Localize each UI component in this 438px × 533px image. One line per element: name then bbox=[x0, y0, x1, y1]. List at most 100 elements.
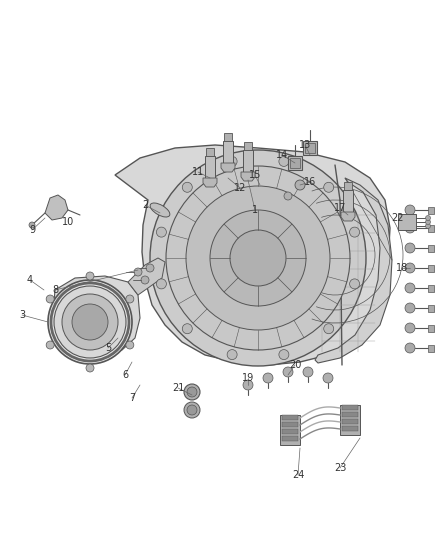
Circle shape bbox=[62, 294, 118, 350]
Bar bbox=[428, 285, 434, 292]
Circle shape bbox=[243, 380, 253, 390]
Circle shape bbox=[210, 210, 306, 306]
Text: 15: 15 bbox=[249, 170, 261, 180]
Circle shape bbox=[405, 243, 415, 253]
Circle shape bbox=[146, 264, 154, 272]
Circle shape bbox=[425, 215, 431, 221]
Bar bbox=[344, 182, 352, 190]
Circle shape bbox=[405, 223, 415, 233]
Bar bbox=[290, 158, 300, 168]
Circle shape bbox=[184, 384, 200, 400]
Circle shape bbox=[405, 283, 415, 293]
Bar bbox=[224, 133, 232, 141]
Circle shape bbox=[350, 227, 360, 237]
Circle shape bbox=[425, 220, 431, 224]
Circle shape bbox=[54, 286, 126, 358]
Bar bbox=[305, 143, 315, 153]
Circle shape bbox=[86, 364, 94, 372]
Bar bbox=[428, 245, 434, 252]
Text: 3: 3 bbox=[19, 310, 25, 320]
Circle shape bbox=[187, 405, 197, 415]
Text: 19: 19 bbox=[242, 373, 254, 383]
Circle shape bbox=[46, 341, 54, 349]
Circle shape bbox=[184, 402, 200, 418]
Bar bbox=[428, 224, 434, 231]
Text: 17: 17 bbox=[334, 203, 346, 213]
Text: 1: 1 bbox=[252, 205, 258, 215]
Circle shape bbox=[230, 230, 286, 286]
Bar bbox=[205, 156, 215, 178]
Text: 2: 2 bbox=[142, 200, 148, 210]
Text: 4: 4 bbox=[27, 275, 33, 285]
Bar bbox=[343, 190, 353, 212]
Circle shape bbox=[126, 341, 134, 349]
Bar bbox=[282, 422, 298, 427]
Bar bbox=[288, 156, 302, 170]
Circle shape bbox=[48, 280, 132, 364]
Ellipse shape bbox=[150, 203, 170, 217]
Bar bbox=[244, 142, 252, 150]
Bar bbox=[428, 264, 434, 271]
Circle shape bbox=[227, 350, 237, 360]
Polygon shape bbox=[52, 276, 140, 356]
Bar bbox=[428, 206, 434, 214]
Text: 9: 9 bbox=[29, 225, 35, 235]
Text: 13: 13 bbox=[299, 140, 311, 150]
Text: 24: 24 bbox=[292, 470, 304, 480]
Circle shape bbox=[324, 182, 334, 192]
Bar bbox=[282, 429, 298, 434]
Text: 23: 23 bbox=[334, 463, 346, 473]
Text: 6: 6 bbox=[122, 370, 128, 380]
Text: 16: 16 bbox=[304, 177, 316, 187]
Circle shape bbox=[86, 272, 94, 280]
Circle shape bbox=[323, 373, 333, 383]
Text: 20: 20 bbox=[289, 360, 301, 370]
Circle shape bbox=[405, 205, 415, 215]
Bar bbox=[342, 426, 358, 431]
Polygon shape bbox=[241, 172, 255, 181]
Circle shape bbox=[29, 222, 35, 228]
Circle shape bbox=[150, 150, 366, 366]
Circle shape bbox=[126, 295, 134, 303]
Circle shape bbox=[279, 156, 289, 166]
Polygon shape bbox=[115, 145, 390, 365]
Circle shape bbox=[263, 373, 273, 383]
Circle shape bbox=[141, 276, 149, 284]
Circle shape bbox=[134, 268, 142, 276]
Bar bbox=[342, 405, 358, 410]
Bar bbox=[243, 150, 253, 172]
Polygon shape bbox=[203, 178, 217, 187]
Circle shape bbox=[186, 186, 330, 330]
Bar bbox=[398, 214, 416, 230]
Bar bbox=[282, 436, 298, 441]
Text: 14: 14 bbox=[276, 150, 288, 160]
Bar bbox=[342, 419, 358, 424]
Circle shape bbox=[425, 223, 431, 229]
Circle shape bbox=[182, 182, 192, 192]
Bar bbox=[206, 148, 214, 156]
Circle shape bbox=[405, 343, 415, 353]
Text: 12: 12 bbox=[234, 183, 246, 193]
Circle shape bbox=[350, 279, 360, 289]
Circle shape bbox=[284, 192, 292, 200]
Bar bbox=[280, 415, 300, 445]
Polygon shape bbox=[128, 258, 165, 295]
Circle shape bbox=[156, 227, 166, 237]
Bar bbox=[223, 141, 233, 163]
Circle shape bbox=[182, 324, 192, 334]
Circle shape bbox=[303, 367, 313, 377]
Circle shape bbox=[187, 387, 197, 397]
Circle shape bbox=[295, 180, 305, 190]
Text: 22: 22 bbox=[392, 213, 404, 223]
Polygon shape bbox=[341, 212, 355, 221]
Text: 18: 18 bbox=[396, 263, 408, 273]
Circle shape bbox=[405, 323, 415, 333]
Bar bbox=[428, 344, 434, 351]
Circle shape bbox=[283, 367, 293, 377]
Bar bbox=[340, 405, 360, 435]
Circle shape bbox=[279, 350, 289, 360]
Circle shape bbox=[46, 295, 54, 303]
Text: 21: 21 bbox=[172, 383, 184, 393]
Bar bbox=[303, 141, 317, 155]
Text: 10: 10 bbox=[62, 217, 74, 227]
